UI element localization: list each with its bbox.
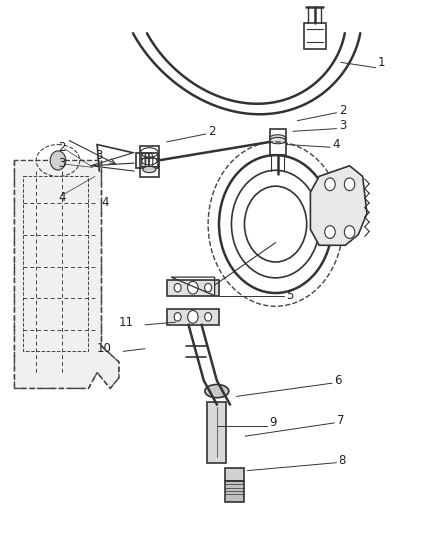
Circle shape: [174, 284, 181, 292]
Bar: [304, 22, 325, 49]
Text: 2: 2: [208, 125, 215, 138]
Circle shape: [205, 313, 212, 321]
Text: 6: 6: [334, 374, 342, 387]
Circle shape: [205, 284, 212, 292]
Bar: [23, 176, 88, 351]
Bar: [207, 402, 226, 463]
Text: 11: 11: [119, 316, 134, 329]
Bar: [167, 309, 219, 325]
Text: 10: 10: [97, 342, 112, 355]
Text: 3: 3: [339, 119, 346, 133]
Text: 3: 3: [95, 149, 102, 161]
Circle shape: [325, 178, 335, 191]
Ellipse shape: [205, 384, 229, 398]
Circle shape: [187, 281, 198, 294]
Bar: [225, 481, 244, 503]
Polygon shape: [311, 166, 367, 245]
Text: 2: 2: [339, 103, 346, 117]
Text: 4: 4: [332, 138, 339, 151]
Bar: [225, 468, 244, 481]
Bar: [167, 280, 219, 296]
Circle shape: [187, 311, 198, 323]
Text: 7: 7: [336, 414, 344, 427]
Bar: [140, 146, 159, 177]
Text: 2: 2: [58, 141, 65, 154]
Circle shape: [325, 225, 335, 238]
Bar: [270, 128, 286, 155]
Ellipse shape: [270, 138, 286, 144]
Ellipse shape: [270, 135, 286, 141]
Text: 4: 4: [58, 191, 65, 204]
Circle shape: [344, 225, 355, 238]
Circle shape: [344, 178, 355, 191]
Text: 3: 3: [58, 157, 65, 169]
Text: 9: 9: [269, 416, 276, 430]
Circle shape: [174, 313, 181, 321]
Polygon shape: [14, 160, 119, 389]
Text: 8: 8: [339, 454, 346, 466]
Circle shape: [50, 151, 66, 170]
Ellipse shape: [143, 166, 156, 173]
Bar: [136, 152, 158, 168]
Text: 1: 1: [378, 56, 385, 69]
Text: 4: 4: [102, 196, 109, 209]
Text: 5: 5: [286, 289, 294, 302]
